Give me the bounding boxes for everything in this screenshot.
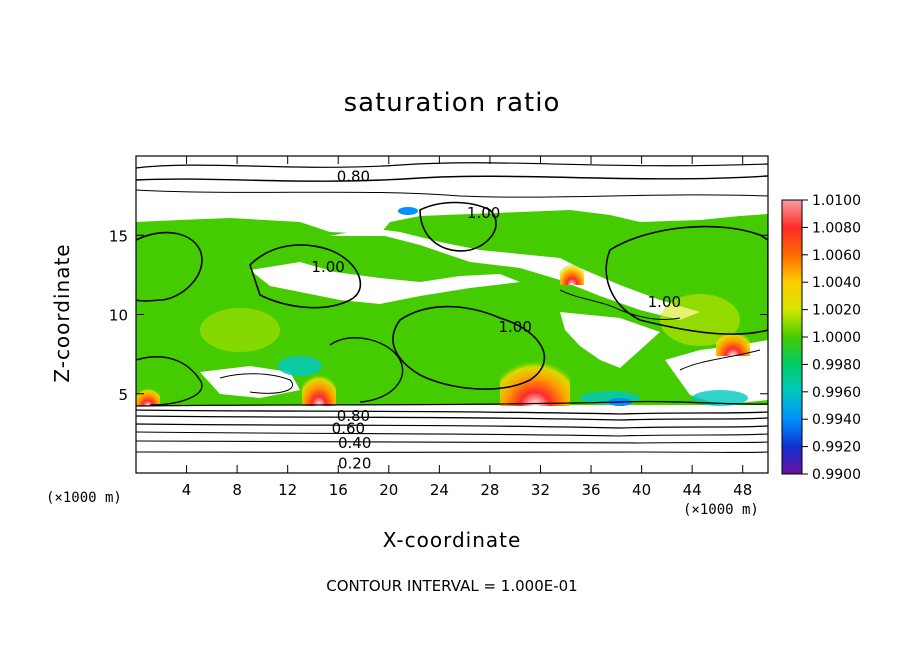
contour-line [136,162,768,169]
colorbar-tick-label: 0.9940 [812,412,861,428]
colorbar-ticks: 1.0100 1.0080 1.0060 1.0040 1.0020 1.0000 0.99… [802,193,861,483]
contour-line [136,175,768,182]
contour-lines [136,162,768,453]
contour-interval-note: CONTOUR INTERVAL = 1.000E-01 [326,577,578,595]
colorbar-tick-label: 0.9900 [812,467,861,483]
x-axis-label: X-coordinate [382,528,522,552]
colorbar-tick-label: 1.0060 [812,248,861,264]
x-tick-label: 40 [632,481,651,499]
x-tick-label: 4 [182,481,192,499]
x-tick-label: 20 [379,481,398,499]
colorbar-tick-label: 0.9960 [812,385,861,401]
x-tick-label: 8 [232,481,242,499]
x-tick-label: 16 [329,481,348,499]
contour-line [136,415,768,421]
contour-line [136,231,203,302]
colorbar-tick-label: 1.0020 [812,303,861,319]
x-tick-label: 28 [480,481,499,499]
contour-line [136,409,768,415]
warm-spot-2 [302,360,336,406]
contour-label: 0.40 [338,434,371,452]
colorbar-tick-label: 1.0080 [812,220,861,236]
y-axis-label: Z-coordinate [50,243,74,383]
contour-label: 0.20 [338,454,371,472]
dry-patch-low-left [200,366,300,398]
contour-line [392,305,546,390]
contour-label: 1.00 [648,293,681,311]
contour-line [329,337,404,403]
dry-band-upper [330,228,700,320]
colorbar-tick-label: 1.0000 [812,330,861,346]
contour-line [605,225,768,335]
x-tick-label: 24 [430,481,449,499]
colorbar-tick-label: 0.9920 [812,440,861,456]
blue-patch-2 [398,207,418,215]
dry-pocket-center [560,312,660,368]
contour-line [136,440,768,444]
dry-pocket-left [250,262,520,304]
contour-line [136,356,203,406]
contour-line [136,423,768,429]
warm-spot-5 [716,320,750,356]
x-tick-label: 36 [581,481,600,499]
x-tick-label: 12 [278,481,297,499]
x-unit-label-left: (×1000 m) [46,490,122,506]
colorbar-tick-label: 1.0040 [812,275,861,291]
contour-line [249,244,362,309]
dry-patch-low-right [665,340,768,405]
cyan-patch-3 [692,390,748,406]
yellow-patch-2 [200,308,280,352]
contour-label: 0.80 [337,407,370,425]
warm-spot-3 [136,380,160,406]
contour-label: 0.80 [337,168,370,186]
chart-title: saturation ratio [343,88,561,118]
warm-spot-1 [500,340,570,406]
contour-line [136,189,768,198]
y-tick-label: 15 [109,227,128,245]
contour-line [136,431,768,437]
x-unit-label-right: (×1000 m) [683,502,759,518]
contour-line [559,289,681,321]
contour-line [136,400,768,407]
contour-label: 1.00 [467,204,500,222]
y-tick-label: 10 [109,307,128,325]
contour-label: 1.00 [311,258,344,276]
colorbar-tick-label: 0.9980 [812,357,861,373]
contour-labels: 0.801.001.001.001.000.800.600.400.20 [311,168,681,473]
contour-line [679,349,761,371]
colorbar [781,199,803,475]
colorbar-tick-label: 1.0100 [812,193,861,209]
contour-line [219,373,293,394]
x-tick-label: 32 [531,481,550,499]
x-tick-label: 44 [683,481,702,499]
y-tick-label: 5 [118,386,128,404]
contour-line [419,201,497,252]
contour-label: 0.60 [332,420,365,438]
contour-label: 1.00 [498,318,531,336]
x-tick-label: 48 [733,481,752,499]
warm-spot-4 [560,255,584,285]
